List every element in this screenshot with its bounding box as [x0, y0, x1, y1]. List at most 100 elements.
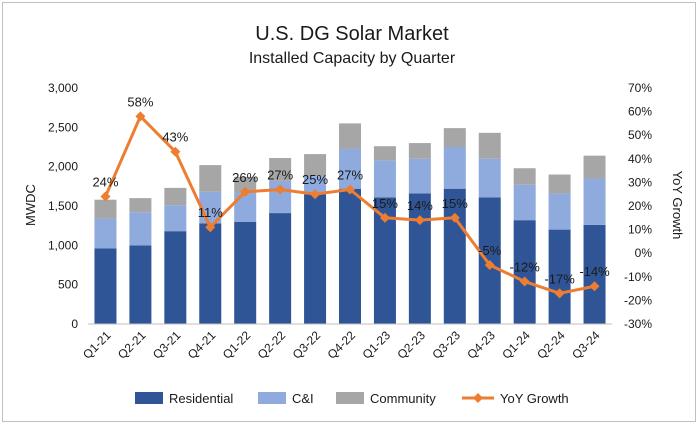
bar-community-q2-22 [269, 158, 292, 181]
legend-label: Residential [169, 391, 233, 406]
y2-tick-label: 30% [628, 175, 652, 189]
bar-residential-q3-24 [583, 224, 606, 324]
x-tick-label: Q2-22 [255, 328, 289, 362]
y2-tick-label: 50% [628, 128, 652, 142]
bar-community-q3-23 [443, 128, 466, 147]
yoy-marker-q2-23 [414, 215, 425, 226]
bar-community-q2-23 [408, 143, 431, 159]
yoy-data-label: -14% [579, 264, 610, 279]
chart-title: U.S. DG Solar Market [255, 23, 449, 45]
x-tick-label: Q4-22 [325, 328, 359, 362]
bar-ci-q2-23 [408, 158, 431, 194]
yoy-marker-q4-22 [345, 184, 355, 195]
yoy-marker-q2-22 [275, 184, 286, 195]
bar-community-q3-24 [583, 155, 606, 179]
yoy-data-label: -17% [544, 271, 575, 286]
bar-ci-q3-23 [443, 147, 466, 189]
bar-community-q3-22 [304, 154, 327, 177]
bar-community-q1-22 [234, 176, 257, 194]
bar-community-q4-22 [339, 123, 361, 149]
legend-swatch-community [336, 392, 364, 404]
y-tick-label: 1,000 [48, 238, 78, 252]
bar-residential-q4-22 [339, 188, 361, 324]
y2-tick-label: -30% [624, 317, 652, 331]
yoy-marker-q1-24 [519, 276, 530, 287]
legend-swatch-residential [135, 392, 163, 404]
yoy-data-label: 15% [442, 196, 468, 211]
yoy-marker-q3-21 [170, 146, 181, 157]
y-axis-ticks: 0 500 1,000 1,500 2,000 2,500 3,000 [48, 81, 78, 331]
bar-residential-q3-22 [304, 194, 327, 324]
bar-ci-q1-23 [373, 160, 396, 198]
bar-community-q3-21 [164, 187, 187, 206]
bar-residential-q2-22 [269, 213, 292, 324]
bar-ci-q4-23 [478, 158, 501, 198]
bar-residential-q1-24 [513, 220, 536, 324]
legend-swatch-ci [258, 392, 286, 404]
yoy-data-label: 14% [407, 198, 433, 213]
bar-residential-q2-24 [548, 229, 571, 324]
yoy-marker-q2-21 [135, 111, 146, 122]
yoy-data-label: 11% [198, 205, 223, 220]
yoy-data-label: 27% [337, 167, 363, 182]
y-tick-label: 0 [71, 317, 78, 331]
y-tick-label: 500 [58, 278, 78, 292]
legend-label: Community [370, 391, 436, 406]
bar-residential-q3-23 [443, 188, 466, 324]
bar-ci-q1-24 [513, 184, 536, 221]
bar-ci-q1-21 [94, 218, 117, 249]
yoy-data-label: -5% [478, 243, 502, 258]
y2-tick-label: 0% [635, 246, 653, 260]
bar-ci-q3-24 [583, 178, 606, 225]
bar-residential-q2-21 [129, 245, 152, 324]
y2-axis-ticks: -30% -20% -10% 0% 10% 20% 30% 40% 50% 60% 70% [624, 81, 652, 331]
x-tick-label: Q1-21 [80, 328, 114, 362]
data-label-layer: 24% 58% 43% 11% 26% 27% 25% 27% 15% 14% 15% -5% -12%… [92, 94, 610, 286]
yoy-marker-q3-24 [589, 281, 600, 292]
bar-ci-q4-22 [339, 148, 361, 189]
y-tick-label: 2,000 [48, 160, 78, 174]
yoy-marker-q3-22 [310, 189, 321, 200]
yoy-data-label: 27% [267, 167, 293, 182]
x-tick-label: Q1-22 [220, 328, 254, 362]
chart-subtitle: Installed Capacity by Quarter [249, 50, 456, 67]
x-tick-label: Q1-24 [499, 328, 533, 362]
bar-layer [94, 123, 606, 324]
bar-ci-q3-22 [304, 176, 327, 195]
y-tick-label: 1,500 [48, 199, 78, 213]
yoy-data-label: 58% [127, 94, 153, 109]
yoy-marker-q3-23 [449, 212, 460, 223]
bar-residential-q1-23 [373, 197, 396, 324]
x-axis-ticks: Q1-21 Q2-21 Q3-21 Q4-21 Q1-22 Q2-22 Q3-22 Q4-22… [80, 328, 603, 362]
yoy-marker-q4-23 [484, 260, 495, 270]
yoy-marker-q2-24 [554, 288, 565, 299]
bar-community-q2-24 [548, 174, 571, 194]
x-tick-label: Q2-24 [534, 328, 568, 362]
bar-residential-q2-23 [408, 193, 431, 324]
bar-residential-q3-21 [164, 231, 187, 324]
bar-community-q1-23 [373, 146, 396, 161]
yoy-marker-q4-21 [205, 222, 216, 233]
y2-tick-label: 70% [628, 81, 652, 95]
y-axis-label: MWDC [23, 184, 38, 226]
yoy-marker-q1-22 [240, 186, 251, 197]
y-tick-label: 2,500 [48, 120, 78, 134]
bar-community-q4-23 [478, 132, 501, 159]
x-tick-label: Q2-21 [115, 328, 149, 362]
bar-ci-q1-22 [234, 193, 257, 222]
yoy-data-label: 15% [372, 196, 398, 211]
yoy-data-label: -12% [509, 260, 540, 275]
x-tick-label: Q3-22 [290, 328, 324, 362]
y2-tick-label: 20% [628, 199, 652, 213]
y2-axis-label: YoY Growth [670, 171, 685, 240]
y2-tick-label: 60% [628, 105, 652, 119]
bar-ci-q2-24 [548, 193, 571, 230]
bar-ci-q3-21 [164, 205, 187, 232]
x-tick-label: Q1-23 [360, 328, 394, 362]
yoy-data-label: 43% [162, 130, 188, 145]
legend-label: C&I [292, 391, 314, 406]
x-tick-label: Q3-21 [150, 328, 184, 362]
y2-tick-label: -20% [624, 293, 652, 307]
legend: Residential C&I Community YoY Growth [135, 391, 569, 406]
yoy-data-label: 24% [92, 175, 118, 190]
